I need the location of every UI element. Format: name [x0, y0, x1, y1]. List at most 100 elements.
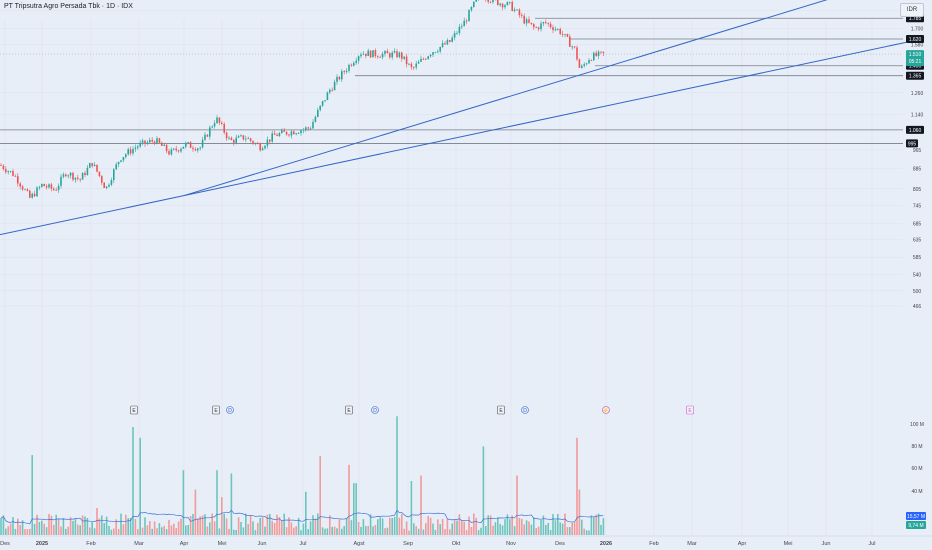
- candlesticks: [0, 0, 605, 199]
- price-axis[interactable]: 3.2002.9002.6002.4002.2002.0001.8501.700…: [906, 0, 926, 529]
- candle-body: [571, 46, 573, 48]
- trendlines[interactable]: [0, 0, 907, 236]
- volume-bar: [362, 519, 365, 535]
- candle-body: [201, 139, 204, 148]
- time-tick-label: Des: [555, 541, 565, 547]
- dividend-icon: [521, 406, 529, 414]
- time-tick-label: Jun: [258, 541, 267, 547]
- volume-bar: [504, 519, 506, 535]
- volume-bar: [602, 518, 605, 535]
- price-tick-label: 585: [913, 255, 922, 261]
- volume-moving-average: [0, 509, 604, 525]
- volume-bar: [456, 520, 458, 535]
- candle-body: [62, 174, 65, 177]
- event-markers[interactable]: E E D E D E D ⚡ E: [130, 405, 694, 415]
- volume-bar: [578, 489, 581, 535]
- volume-bar: [278, 517, 281, 535]
- candle-body: [353, 62, 355, 66]
- volume-bar: [597, 513, 600, 535]
- candle-body: [146, 142, 149, 144]
- candle-body: [396, 51, 398, 58]
- volume-tick-label: 60 M: [911, 466, 922, 472]
- volume-bar: [141, 527, 144, 535]
- candle-body: [504, 5, 506, 8]
- candle-body: [115, 164, 117, 170]
- candle-body: [230, 137, 233, 141]
- volume-bar: [581, 519, 583, 535]
- volume-bar: [194, 489, 197, 535]
- candle-body: [180, 148, 182, 152]
- candle-body: [21, 186, 24, 190]
- candle-body: [439, 46, 441, 52]
- candle-body: [24, 189, 26, 191]
- earnings-icon: [212, 405, 220, 415]
- candle-body: [295, 133, 297, 135]
- volume-bar: [425, 523, 427, 535]
- volume-bar: [494, 522, 497, 535]
- candle-body: [321, 100, 324, 106]
- candle-body: [497, 0, 499, 6]
- horizontal-level-lines[interactable]: [0, 0, 903, 144]
- price-tick-label: 885: [913, 167, 922, 173]
- candle-body: [341, 71, 343, 80]
- volume-bar: [561, 523, 564, 535]
- candle-body: [240, 135, 242, 137]
- candle-body: [0, 164, 2, 166]
- candle-body: [5, 169, 7, 173]
- currency-button[interactable]: IDR: [900, 3, 924, 17]
- volume-bar: [480, 527, 482, 535]
- time-axis[interactable]: Des 2025 Feb Mar Apr Mei Jun Jul Agst Sep Okt Nov De…: [0, 535, 932, 547]
- volume-bar: [125, 514, 127, 535]
- volume-bar: [9, 523, 12, 535]
- volume-bar: [386, 527, 389, 535]
- candle-body: [204, 134, 206, 140]
- volume-bar: [415, 526, 417, 535]
- volume-bar: [329, 515, 331, 535]
- volume-bar: [444, 529, 446, 535]
- candle-body: [98, 171, 101, 177]
- candle-body: [511, 1, 513, 11]
- volume-bar: [91, 522, 93, 535]
- candle-body: [91, 163, 93, 167]
- volume-bar: [422, 529, 425, 535]
- volume-bar: [343, 526, 345, 535]
- candle-body: [403, 56, 405, 59]
- volume-bar: [257, 522, 259, 535]
- candle-body: [554, 29, 557, 31]
- candle-body: [129, 149, 132, 154]
- volume-bar: [26, 529, 29, 535]
- candle-body: [566, 34, 569, 37]
- volume-bar: [441, 518, 444, 535]
- time-tick-label: 2025: [36, 541, 48, 547]
- earnings-icon: [686, 405, 694, 415]
- candle-body: [600, 51, 602, 53]
- candle-body: [117, 161, 120, 165]
- volume-bar: [545, 525, 547, 535]
- volume-bar: [43, 523, 45, 535]
- symbol-title[interactable]: PT Tripsutra Agro Persada Tbk · 1D · IDX: [4, 3, 133, 10]
- volume-bar: [115, 519, 117, 535]
- volume-bar: [93, 528, 96, 535]
- candle-body: [377, 56, 379, 58]
- volume-bar: [403, 528, 405, 535]
- candle-body: [199, 147, 201, 149]
- volume-bar: [449, 529, 451, 535]
- volume-value-label: 15,57 M: [907, 514, 925, 520]
- volume-bar: [2, 515, 5, 535]
- volume-bar: [65, 528, 67, 535]
- candle-body: [81, 172, 84, 180]
- volume-bar: [506, 514, 509, 535]
- volume-bar: [12, 517, 14, 535]
- time-tick-label: Agst: [353, 541, 364, 547]
- candle-body: [422, 58, 425, 60]
- volume-bar: [357, 522, 360, 535]
- volume-bar: [439, 524, 441, 535]
- time-tick-label: Apr: [180, 541, 189, 547]
- volume-bar: [89, 527, 91, 535]
- price-tick-label: 745: [913, 203, 922, 209]
- candle-body: [110, 180, 113, 185]
- volume-bar: [432, 523, 434, 535]
- price-tick-label: 1.700: [911, 27, 924, 33]
- volume-tick-label: 80 M: [911, 444, 922, 450]
